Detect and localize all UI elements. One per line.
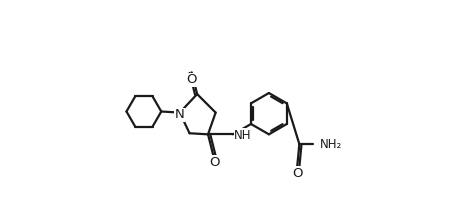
- Text: NH: NH: [234, 129, 251, 142]
- Text: NH₂: NH₂: [319, 138, 342, 151]
- Text: O: O: [292, 167, 303, 180]
- Text: O: O: [187, 73, 197, 87]
- Text: O: O: [209, 156, 220, 169]
- Text: N: N: [175, 108, 185, 121]
